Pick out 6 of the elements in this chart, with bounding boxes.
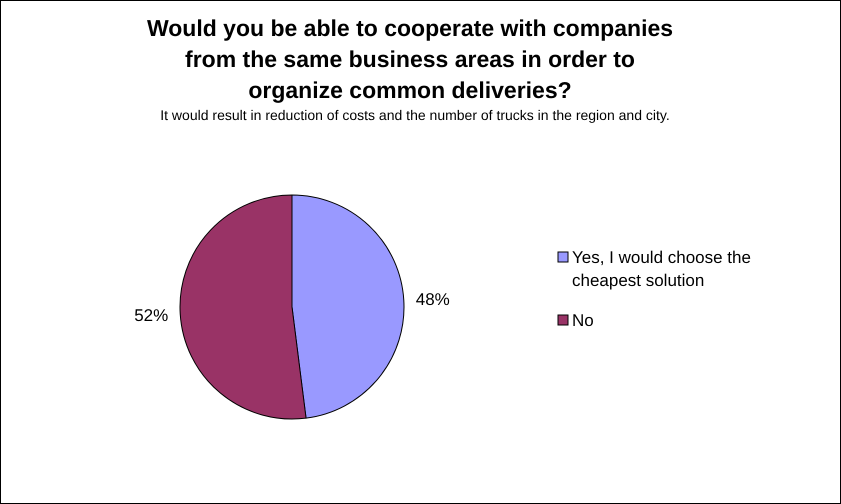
data-label: 52% bbox=[134, 306, 168, 325]
chart-subtitle: It would result in reduction of costs and the number of trucks in the region and city. bbox=[160, 107, 670, 123]
legend-label: No bbox=[572, 311, 594, 330]
legend-label: Yes, I would choose the cheapest solution bbox=[572, 248, 751, 290]
chart-title: Would you be able to cooperate with companies from the same business areas in order to organize common deliveries? bbox=[146, 15, 674, 103]
data-label: 48% bbox=[416, 290, 450, 310]
